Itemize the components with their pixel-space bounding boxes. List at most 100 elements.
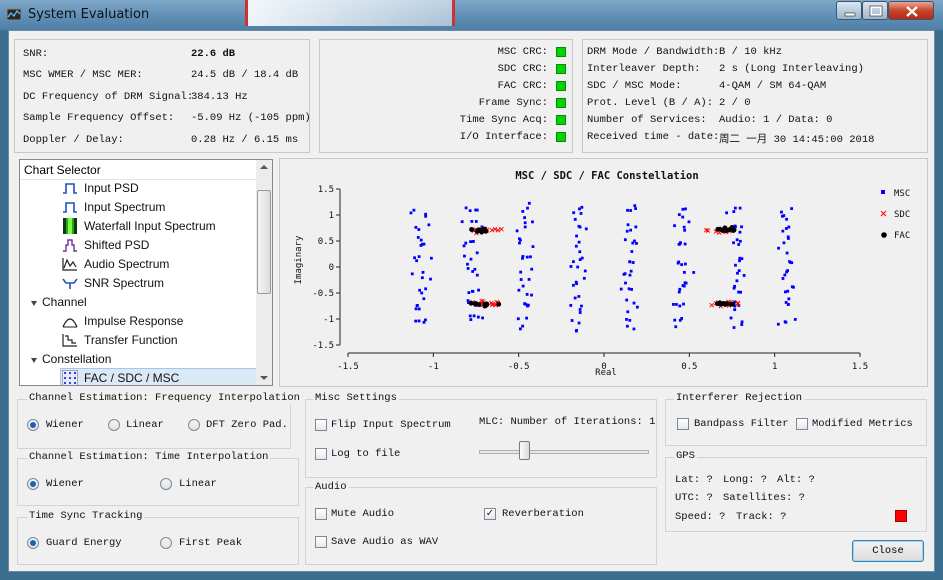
sdc-point — [489, 302, 495, 307]
msc-point — [420, 291, 424, 295]
mlc-slider-track[interactable] — [479, 450, 649, 454]
msc-point — [625, 324, 629, 328]
msc-point — [786, 269, 789, 272]
log-to-file-label[interactable]: Log to file — [331, 448, 401, 460]
freq-linear-label[interactable]: Linear — [126, 419, 164, 431]
msc-point — [517, 288, 521, 292]
tree-item-snr-spectrum[interactable]: SNR Spectrum — [84, 276, 165, 290]
msc-point — [462, 244, 466, 248]
msc-crc-led — [556, 47, 566, 57]
tree-item-transfer-function[interactable]: Transfer Function — [84, 333, 178, 347]
gps-group — [665, 457, 927, 532]
save-audio-label[interactable]: Save Audio as WAV — [331, 536, 439, 548]
first-peak-label[interactable]: First Peak — [179, 537, 243, 549]
freq-dft-label[interactable]: DFT Zero Pad. — [206, 419, 288, 431]
close-button[interactable]: Close — [852, 540, 924, 562]
msc-point — [737, 290, 741, 294]
tree-item-shifted-psd[interactable]: Shifted PSD — [84, 238, 150, 252]
msc-point — [582, 276, 586, 280]
title-bar[interactable]: System Evaluation — [0, 0, 943, 30]
msc-point — [738, 256, 742, 260]
msc-point — [469, 240, 473, 244]
bandpass-filter-checkbox[interactable] — [677, 418, 689, 430]
tree-scrollbar[interactable] — [256, 160, 272, 385]
msc-point — [523, 221, 527, 225]
msc-point — [682, 302, 685, 306]
scroll-down-icon[interactable] — [256, 371, 272, 385]
msc-point — [634, 207, 637, 210]
fac-point — [715, 226, 721, 232]
tree-item-fac-sdc-msc[interactable]: FAC / SDC / MSC — [84, 371, 180, 385]
modified-metrics-checkbox[interactable] — [796, 418, 808, 430]
msc-point — [627, 287, 631, 291]
sdc-point — [709, 302, 714, 308]
freq-wiener-label[interactable]: Wiener — [46, 419, 84, 431]
reverberation-checkbox[interactable]: ✓ — [484, 508, 496, 520]
msc-point — [623, 238, 627, 242]
first-peak-radio[interactable] — [160, 537, 172, 549]
flip-input-label[interactable]: Flip Input Spectrum — [331, 419, 451, 431]
freq-wiener-radio[interactable] — [27, 419, 39, 431]
scroll-up-icon[interactable] — [256, 160, 272, 174]
guard-energy-label[interactable]: Guard Energy — [46, 537, 122, 549]
mute-audio-label[interactable]: Mute Audio — [331, 508, 395, 520]
msc-point — [740, 225, 743, 229]
save-audio-checkbox[interactable] — [315, 536, 327, 548]
msc-point — [784, 301, 788, 304]
msc-point — [783, 273, 787, 277]
mute-audio-checkbox[interactable] — [315, 508, 327, 520]
msc-point — [678, 287, 682, 291]
flip-input-checkbox[interactable] — [315, 419, 327, 431]
msc-point — [530, 267, 534, 271]
minimize-button[interactable] — [836, 1, 862, 20]
sdc-crc-led — [556, 64, 566, 74]
bandpass-filter-label[interactable]: Bandpass Filter — [694, 418, 789, 430]
tree-item-audio-spectrum[interactable]: Audio Spectrum — [84, 257, 170, 271]
modified-metrics-label[interactable]: Modified Metrics — [812, 418, 913, 430]
msc-point — [674, 303, 678, 306]
tree-item-input-spectrum[interactable]: Input Spectrum — [84, 200, 166, 214]
msc-point — [737, 243, 741, 246]
tree-group-channel[interactable]: Channel — [42, 295, 87, 309]
msc-point — [418, 288, 422, 292]
msc-point — [525, 292, 529, 296]
reverberation-label[interactable]: Reverberation — [502, 508, 584, 520]
mlc-slider-thumb[interactable] — [519, 441, 530, 460]
legend-label: MSC — [894, 189, 910, 199]
msc-point — [725, 211, 728, 215]
tree-item-waterfall[interactable]: Waterfall Input Spectrum — [84, 219, 216, 233]
msc-point — [417, 255, 421, 259]
scroll-thumb[interactable] — [257, 190, 271, 294]
time-linear-label[interactable]: Linear — [179, 478, 217, 490]
time-wiener-radio[interactable] — [27, 478, 39, 490]
y-tick-label: 1.5 — [318, 185, 334, 195]
tree-group-constellation[interactable]: Constellation — [42, 352, 112, 366]
window-title: System Evaluation — [28, 7, 150, 22]
dc-frequency-value: 384.13 Hz — [191, 91, 248, 103]
msc-point — [631, 261, 635, 264]
log-to-file-checkbox[interactable] — [315, 448, 327, 460]
chart-selector-tree[interactable]: Chart Selector Input PSD Input Spectrum … — [19, 159, 273, 386]
msc-point — [569, 304, 573, 307]
guard-energy-radio[interactable] — [27, 537, 39, 549]
maximize-button[interactable] — [862, 1, 888, 20]
msc-point — [526, 303, 530, 307]
freq-dft-radio[interactable] — [188, 419, 200, 431]
expand-channel-icon[interactable] — [26, 295, 42, 311]
close-window-button[interactable] — [888, 1, 934, 20]
freq-linear-radio[interactable] — [108, 419, 120, 431]
tree-item-input-psd[interactable]: Input PSD — [84, 181, 139, 195]
msc-point — [578, 311, 582, 314]
msc-point — [413, 256, 416, 260]
y-tick-label: -0.5 — [312, 289, 334, 299]
msc-point — [424, 212, 428, 216]
time-wiener-label[interactable]: Wiener — [46, 478, 84, 490]
expand-constellation-icon[interactable] — [26, 352, 42, 368]
msc-point — [576, 265, 580, 269]
tree-item-impulse-response[interactable]: Impulse Response — [84, 314, 184, 328]
time-linear-radio[interactable] — [160, 478, 172, 490]
msc-point — [480, 225, 484, 229]
msc-point — [734, 263, 737, 267]
msc-point — [417, 307, 421, 311]
sdc-point — [703, 227, 709, 233]
